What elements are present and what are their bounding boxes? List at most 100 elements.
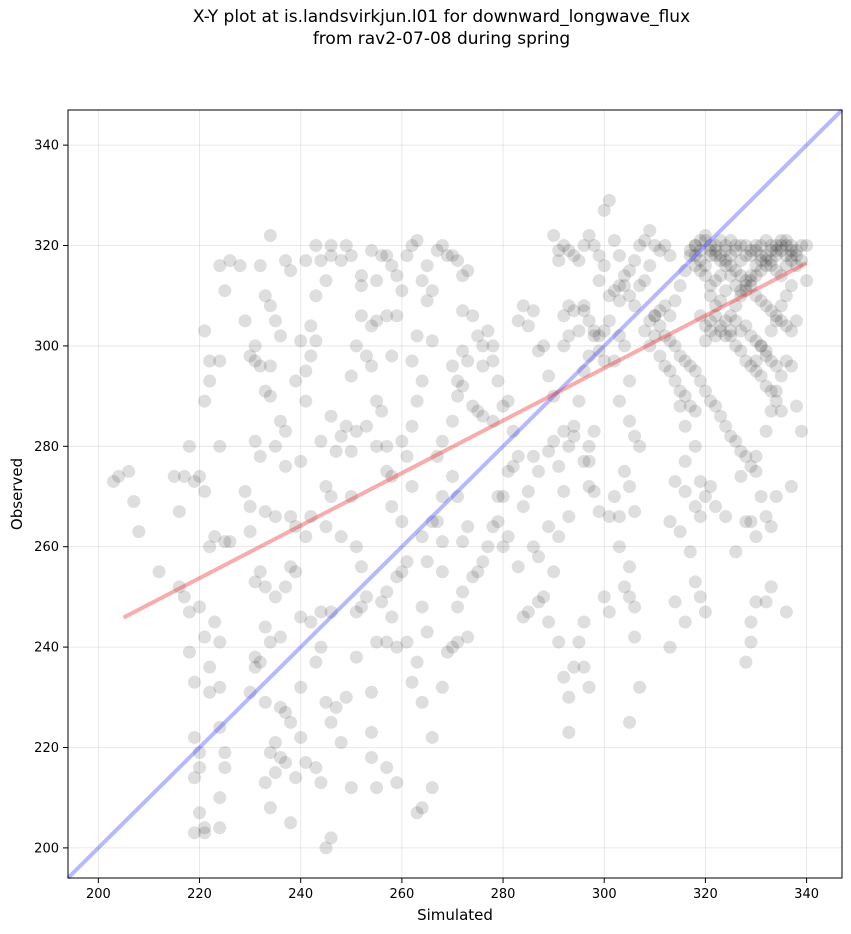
scatter-point xyxy=(643,314,657,328)
scatter-point xyxy=(344,249,358,263)
scatter-point xyxy=(724,259,738,273)
scatter-point xyxy=(749,530,763,544)
x-tick-label: 320 xyxy=(693,887,718,902)
scatter-point xyxy=(709,500,723,514)
scatter-point xyxy=(754,239,768,253)
scatter-point xyxy=(198,826,212,840)
scatter-point xyxy=(729,299,743,313)
scatter-point xyxy=(789,314,803,328)
y-tick-label: 340 xyxy=(34,139,59,154)
scatter-point xyxy=(193,806,207,820)
scatter-point xyxy=(410,655,424,669)
scatter-point xyxy=(405,675,419,689)
scatter-point xyxy=(673,384,687,398)
scatter-point xyxy=(724,269,738,283)
scatter-point xyxy=(415,695,429,709)
scatter-point xyxy=(562,299,576,313)
scatter-point xyxy=(354,600,368,614)
scatter-point xyxy=(734,444,748,458)
scatter-point xyxy=(370,635,384,649)
scatter-point xyxy=(643,223,657,237)
scatter-point xyxy=(628,630,642,644)
scatter-point xyxy=(754,490,768,504)
scatter-point xyxy=(602,289,616,303)
scatter-point xyxy=(698,490,712,504)
scatter-point xyxy=(744,274,758,288)
scatter-point xyxy=(193,469,207,483)
scatter-point xyxy=(334,254,348,268)
scatter-point xyxy=(435,490,449,504)
scatter-point xyxy=(774,404,788,418)
scatter-point xyxy=(213,720,227,734)
scatter-point xyxy=(784,359,798,373)
scatter-point xyxy=(542,444,556,458)
scatter-point xyxy=(349,424,363,438)
scatter-point xyxy=(749,259,763,273)
scatter-point xyxy=(587,324,601,338)
scatter-point xyxy=(663,309,677,323)
scatter-point xyxy=(309,239,323,253)
scatter-point xyxy=(764,324,778,338)
scatter-point xyxy=(349,339,363,353)
scatter-point xyxy=(213,791,227,805)
scatter-point xyxy=(683,545,697,559)
scatter-point xyxy=(643,259,657,273)
scatter-point xyxy=(395,284,409,298)
scatter-point xyxy=(607,490,621,504)
scatter-point xyxy=(299,530,313,544)
scatter-point xyxy=(268,314,282,328)
scatter-point xyxy=(279,756,293,770)
scatter-point xyxy=(294,730,308,744)
scatter-point xyxy=(258,776,272,790)
scatter-point xyxy=(324,831,338,845)
scatter-point xyxy=(359,590,373,604)
scatter-point xyxy=(683,359,697,373)
scatter-point xyxy=(729,339,743,353)
scatter-point xyxy=(749,354,763,368)
scatter-point xyxy=(724,329,738,343)
scatter-point xyxy=(521,605,535,619)
scatter-point xyxy=(208,615,222,629)
scatter-point xyxy=(405,479,419,493)
scatter-point xyxy=(182,645,196,659)
scatter-point xyxy=(678,615,692,629)
scatter-point xyxy=(623,479,637,493)
chart-title-line-2: from rav2-07-08 during spring xyxy=(312,29,571,49)
scatter-point xyxy=(562,725,576,739)
scatter-point xyxy=(182,605,196,619)
scatter-point xyxy=(734,254,748,268)
scatter-point xyxy=(764,404,778,418)
scatter-point xyxy=(365,725,379,739)
scatter-point xyxy=(562,510,576,524)
scatter-point xyxy=(400,635,414,649)
scatter-point xyxy=(648,309,662,323)
scatter-point xyxy=(314,605,328,619)
scatter-point xyxy=(314,254,328,268)
scatter-point xyxy=(284,715,298,729)
scatter-point xyxy=(420,625,434,639)
scatter-point xyxy=(314,776,328,790)
scatter-point xyxy=(759,299,773,313)
scatter-point xyxy=(633,239,647,253)
scatter-point xyxy=(112,469,126,483)
scatter-point xyxy=(789,259,803,273)
scatter-point xyxy=(263,746,277,760)
scatter-point xyxy=(693,474,707,488)
scatter-point xyxy=(724,234,738,248)
scatter-point xyxy=(299,254,313,268)
scatter-point xyxy=(749,334,763,348)
scatter-point xyxy=(380,585,394,599)
scatter-point xyxy=(754,249,768,263)
scatter-point xyxy=(693,309,707,323)
scatter-point xyxy=(501,530,515,544)
scatter-point xyxy=(577,299,591,313)
scatter-point xyxy=(334,530,348,544)
scatter-point xyxy=(344,490,358,504)
scatter-point xyxy=(688,364,702,378)
scatter-point xyxy=(663,364,677,378)
scatter-point xyxy=(491,374,505,388)
scatter-point xyxy=(486,414,500,428)
y-tick-label: 280 xyxy=(34,440,59,455)
scatter-point xyxy=(263,228,277,242)
scatter-point xyxy=(354,560,368,574)
